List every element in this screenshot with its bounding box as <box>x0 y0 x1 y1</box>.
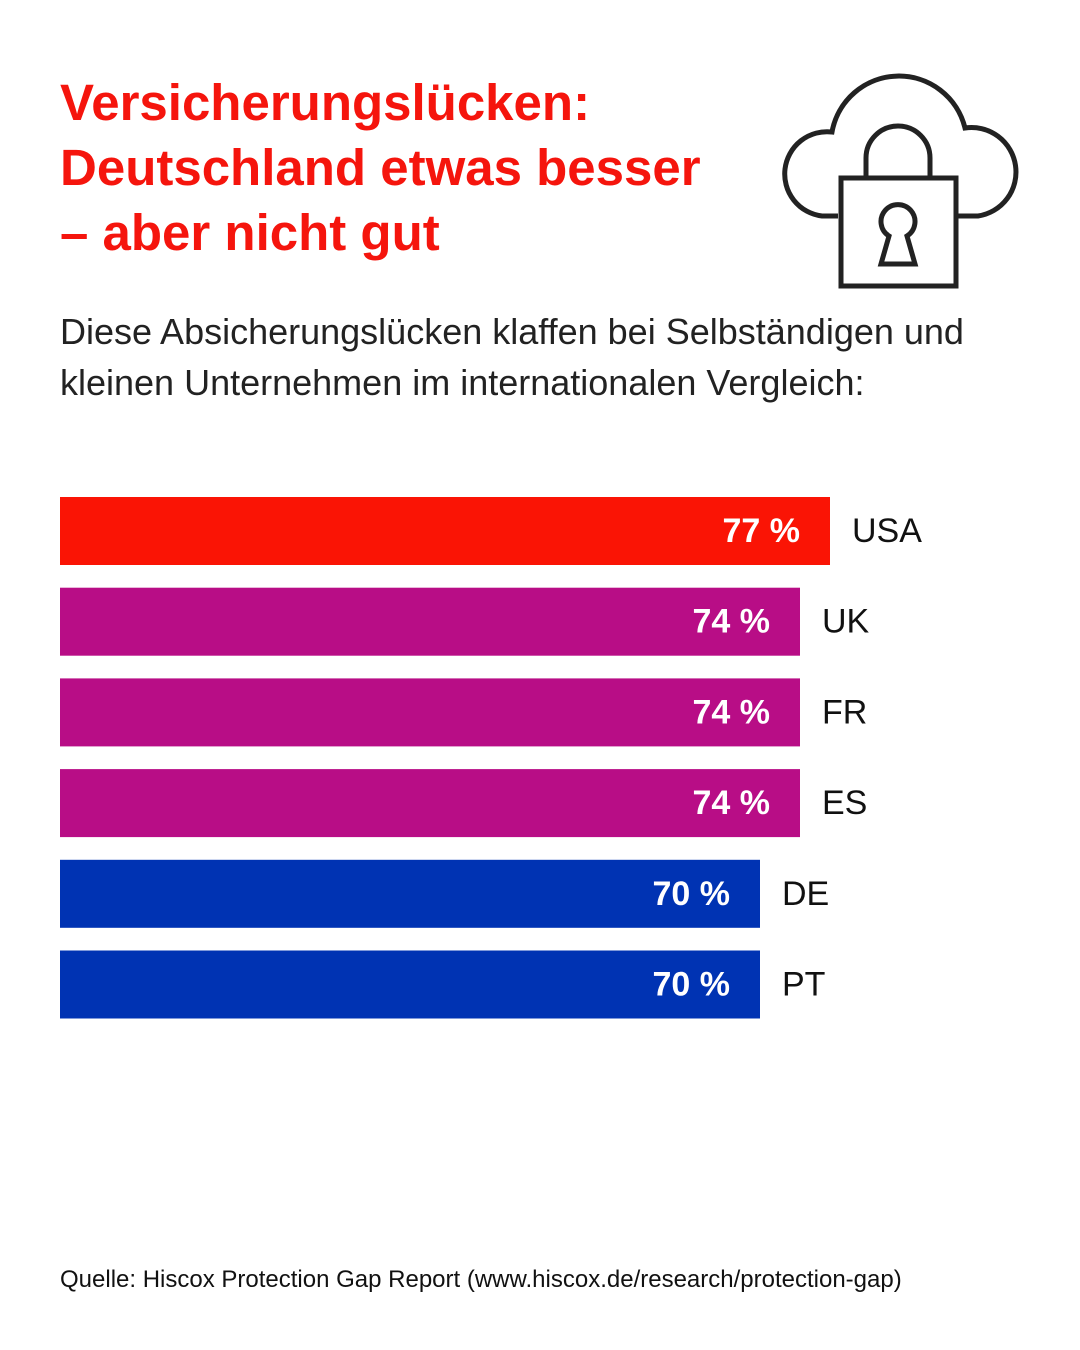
category-label: PT <box>782 965 825 1003</box>
source-note: Quelle: Hiscox Protection Gap Report (ww… <box>60 1266 902 1293</box>
category-label: UK <box>822 603 870 641</box>
bar <box>60 859 760 928</box>
bar <box>60 950 760 1019</box>
cloud-lock-icon <box>782 73 1019 289</box>
value-label: 74 % <box>693 603 771 641</box>
category-label: USA <box>852 512 922 550</box>
value-label: 77 % <box>723 512 801 550</box>
bar <box>60 587 800 656</box>
category-label: DE <box>782 875 829 913</box>
value-label: 70 % <box>653 965 731 1003</box>
chart-subtitle: Diese Absicherungslücken klaffen bei Sel… <box>60 311 964 403</box>
bar <box>60 678 800 747</box>
category-label: FR <box>822 693 867 731</box>
category-label: ES <box>822 784 867 822</box>
chart-title: Versicherungslücken: Deutschland etwas b… <box>60 74 701 261</box>
bar <box>60 769 800 838</box>
value-label: 70 % <box>653 875 731 913</box>
bar <box>60 497 830 565</box>
value-label: 74 % <box>693 784 771 822</box>
value-label: 74 % <box>693 693 771 731</box>
